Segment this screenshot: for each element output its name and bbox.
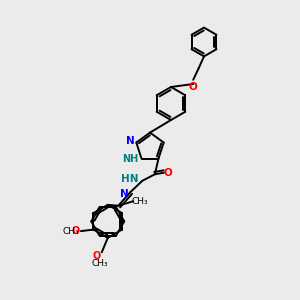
- Text: HN: HN: [121, 174, 139, 184]
- Text: CH₃: CH₃: [92, 259, 109, 268]
- Text: O: O: [93, 251, 101, 261]
- Text: CH₃: CH₃: [62, 226, 79, 236]
- Text: CH₃: CH₃: [132, 197, 148, 206]
- Text: N: N: [126, 136, 135, 146]
- Text: O: O: [71, 226, 80, 236]
- Text: NH: NH: [122, 154, 138, 164]
- Text: O: O: [163, 168, 172, 178]
- Text: N: N: [120, 189, 129, 199]
- Text: O: O: [189, 82, 198, 92]
